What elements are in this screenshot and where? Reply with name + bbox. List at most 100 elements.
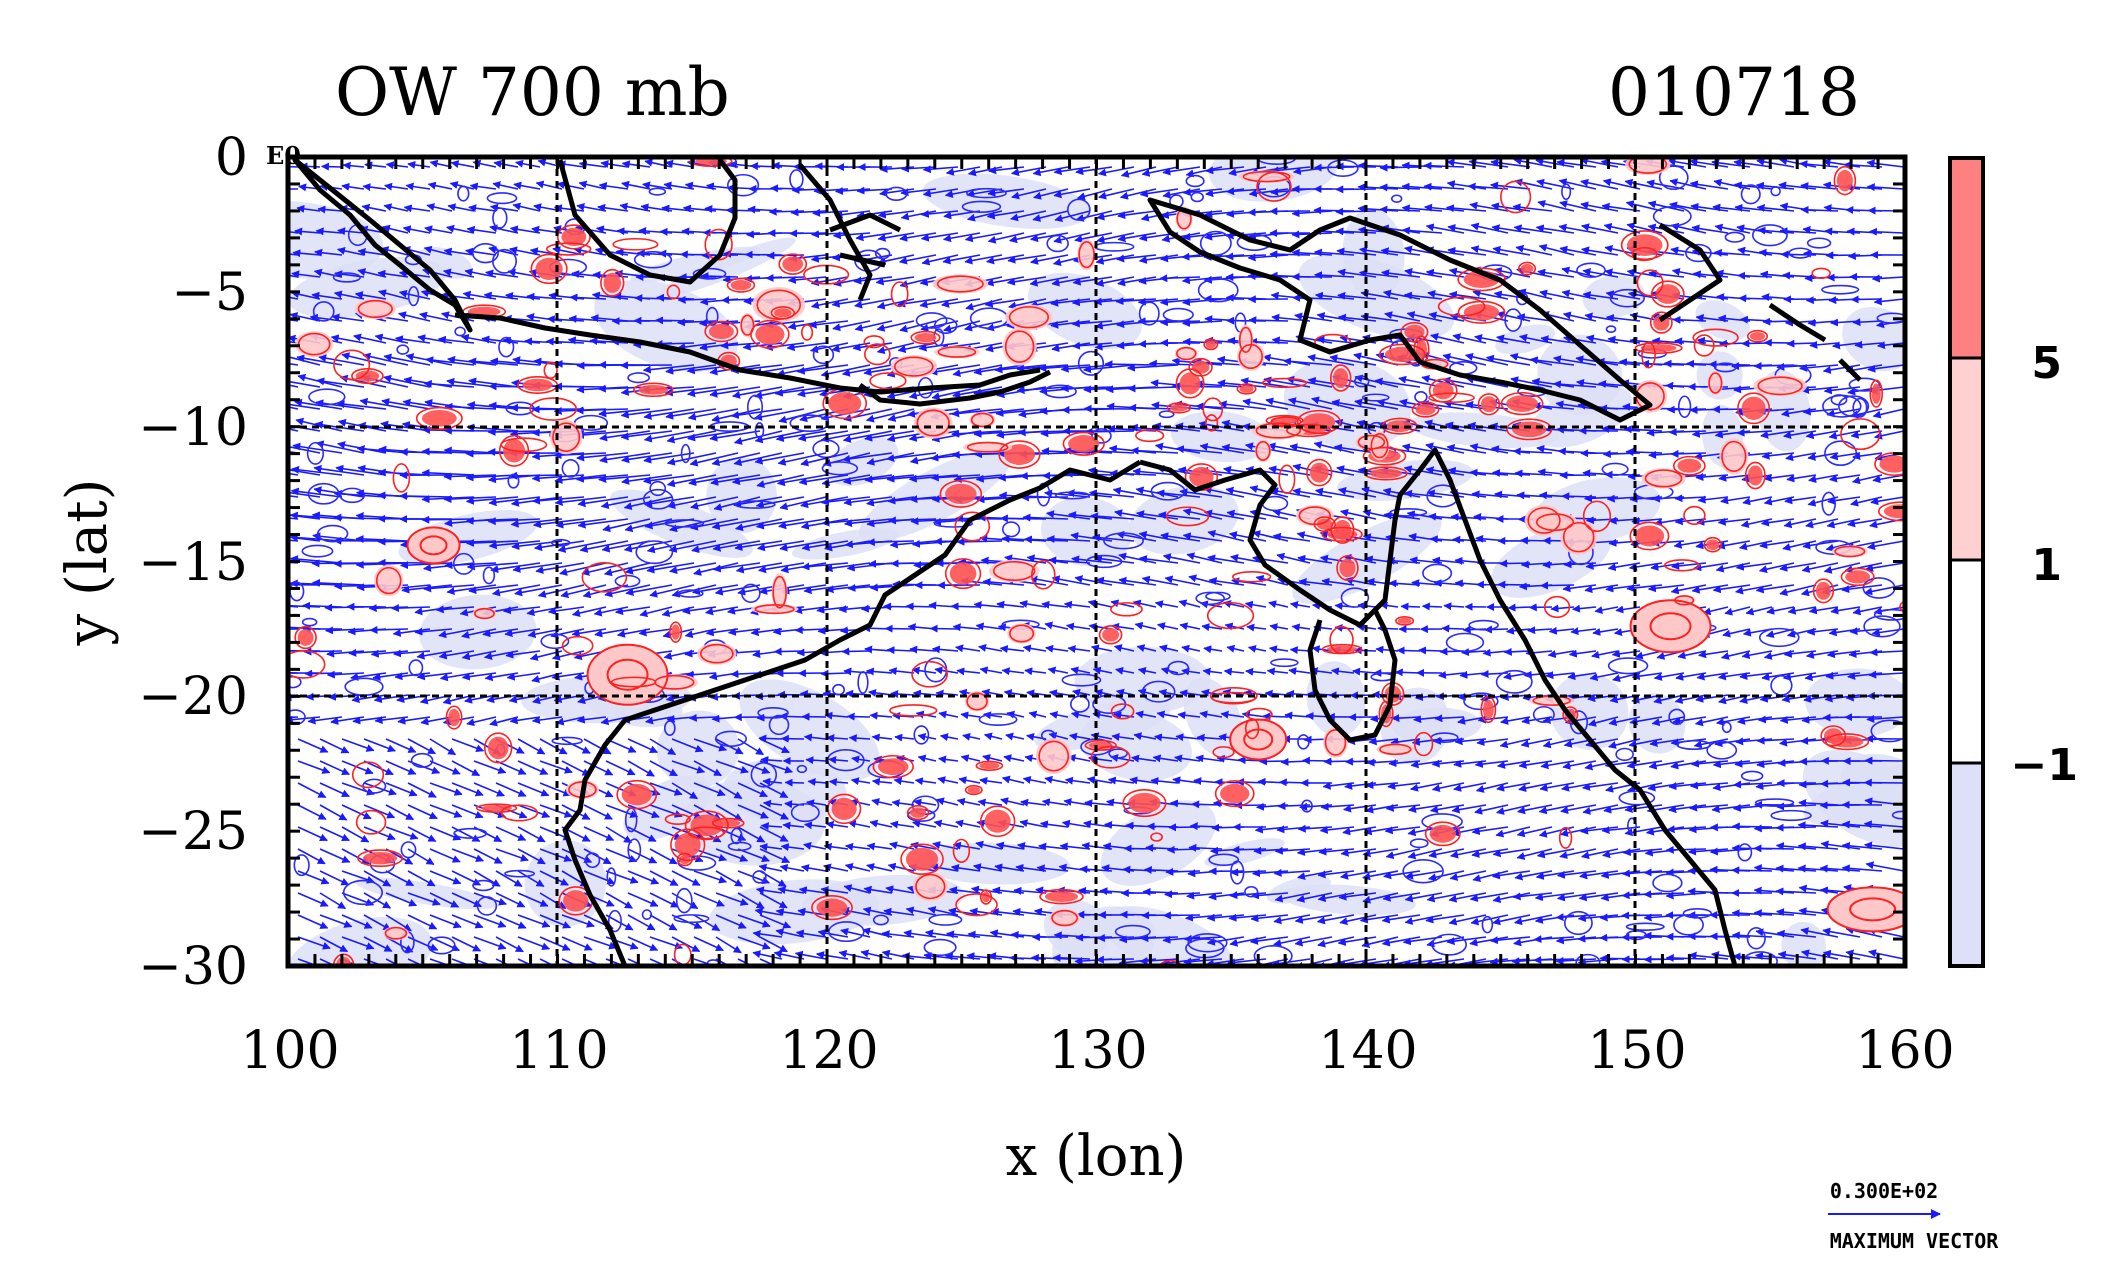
wind-vector bbox=[385, 870, 415, 887]
wind-vector bbox=[509, 471, 563, 480]
wind-vector bbox=[627, 936, 659, 951]
wind-vector bbox=[504, 628, 541, 638]
wind-vector bbox=[1269, 250, 1311, 259]
wind-vector bbox=[534, 540, 585, 552]
wind-vector bbox=[319, 870, 350, 886]
y-axis-label: y (lat) bbox=[55, 479, 120, 647]
wind-vector bbox=[583, 804, 613, 820]
wind-vector bbox=[627, 892, 659, 907]
wind-vector bbox=[1497, 580, 1531, 589]
x-tick-labels: 100 110 120 130 140 150 160 bbox=[240, 1021, 1954, 1081]
wind-vector bbox=[1708, 360, 1751, 369]
wind-vector bbox=[627, 738, 659, 754]
pos-shade-patch bbox=[782, 256, 804, 272]
wind-vector bbox=[353, 333, 387, 344]
pos-shade-patch bbox=[1397, 617, 1412, 624]
wind-vector bbox=[649, 782, 683, 796]
wind-vector bbox=[393, 649, 431, 658]
wind-vector bbox=[319, 914, 353, 928]
pos-shade-patch bbox=[1174, 346, 1198, 361]
wind-vector bbox=[1191, 800, 1223, 809]
wind-vector bbox=[407, 826, 437, 843]
wind-vector bbox=[1231, 845, 1267, 854]
wind-vector bbox=[363, 870, 392, 887]
pos-shade-patch bbox=[1432, 381, 1454, 400]
wind-vector bbox=[473, 870, 501, 887]
wind-vector bbox=[392, 628, 431, 637]
pos-shade-patch bbox=[1480, 396, 1497, 413]
wind-vector bbox=[1731, 822, 1773, 831]
wind-vector bbox=[820, 669, 849, 678]
wind-vector bbox=[341, 826, 370, 843]
wind-vector bbox=[950, 602, 981, 611]
neg-shade-patch bbox=[706, 456, 777, 534]
wind-vector bbox=[1166, 845, 1201, 854]
wind-vector bbox=[495, 892, 526, 908]
wind-vector bbox=[505, 650, 541, 659]
title-right: 010718 bbox=[1608, 54, 1860, 131]
wind-vector bbox=[539, 892, 567, 910]
wind-vector bbox=[551, 650, 585, 661]
pos-shade-patch bbox=[1634, 525, 1665, 547]
wind-vector bbox=[517, 914, 551, 928]
wind-vector bbox=[341, 760, 374, 775]
pos-shade-patch bbox=[1369, 468, 1403, 479]
wind-vector bbox=[385, 826, 419, 840]
pos-shade-patch bbox=[1049, 908, 1081, 928]
pos-shade-patch bbox=[984, 809, 1011, 833]
pos-shade-patch bbox=[1205, 340, 1216, 349]
wind-vector bbox=[319, 782, 350, 798]
wind-vector bbox=[438, 650, 475, 660]
wind-vector bbox=[605, 914, 634, 931]
pos-shade-patch bbox=[755, 323, 785, 345]
wind-vector bbox=[1738, 294, 1773, 303]
wind-vector bbox=[297, 738, 329, 753]
pos-shade-patch bbox=[1170, 404, 1188, 412]
pos-shade-patch bbox=[638, 384, 669, 395]
wind-vector bbox=[465, 247, 497, 256]
pos-shade-patch bbox=[967, 786, 981, 794]
wind-vector bbox=[319, 892, 347, 910]
wind-vector bbox=[473, 760, 507, 774]
wind-vector bbox=[700, 272, 739, 281]
pos-shade-patch bbox=[1333, 368, 1349, 388]
wind-vector bbox=[336, 400, 387, 410]
wind-vector bbox=[297, 804, 327, 820]
wind-vector bbox=[384, 182, 409, 191]
wind-vector bbox=[517, 804, 551, 819]
wind-vector bbox=[297, 826, 328, 842]
wind-vector bbox=[517, 826, 546, 843]
colorbar-label-5: 5 bbox=[2031, 338, 2062, 389]
pos-shade-patch bbox=[563, 890, 589, 912]
pos-shade-patch bbox=[1706, 539, 1720, 551]
wind-vector bbox=[571, 606, 607, 617]
pos-shade-patch bbox=[1749, 331, 1766, 341]
pos-shade-patch bbox=[1836, 169, 1853, 192]
pos-shade-patch bbox=[752, 287, 806, 323]
wind-vector bbox=[288, 380, 321, 388]
wind-vector bbox=[427, 181, 453, 190]
wind-vector bbox=[615, 606, 651, 616]
pos-shade-patch bbox=[374, 564, 404, 597]
pos-shade-patch bbox=[603, 272, 621, 293]
pos-shade-patch bbox=[1415, 403, 1436, 416]
wind-vector bbox=[363, 760, 394, 776]
wind-vector bbox=[341, 870, 375, 884]
wind-vector bbox=[1379, 163, 1421, 172]
wind-vector bbox=[397, 311, 431, 322]
wind-vector bbox=[331, 313, 365, 322]
wind-vector bbox=[407, 782, 437, 798]
pos-shade-patch bbox=[730, 279, 752, 291]
wind-vector bbox=[773, 647, 805, 656]
wind-vector bbox=[419, 311, 453, 322]
pos-shade-patch bbox=[363, 851, 398, 865]
pos-contour bbox=[1925, 547, 1949, 577]
wind-vector bbox=[567, 336, 607, 345]
wind-vector bbox=[1400, 602, 1421, 611]
pos-shade-patch bbox=[1520, 263, 1534, 274]
y-tick-minus25: −25 bbox=[138, 802, 248, 862]
wind-vector bbox=[1248, 316, 1289, 325]
wind-vector bbox=[297, 936, 331, 950]
wind-vector bbox=[514, 584, 563, 597]
